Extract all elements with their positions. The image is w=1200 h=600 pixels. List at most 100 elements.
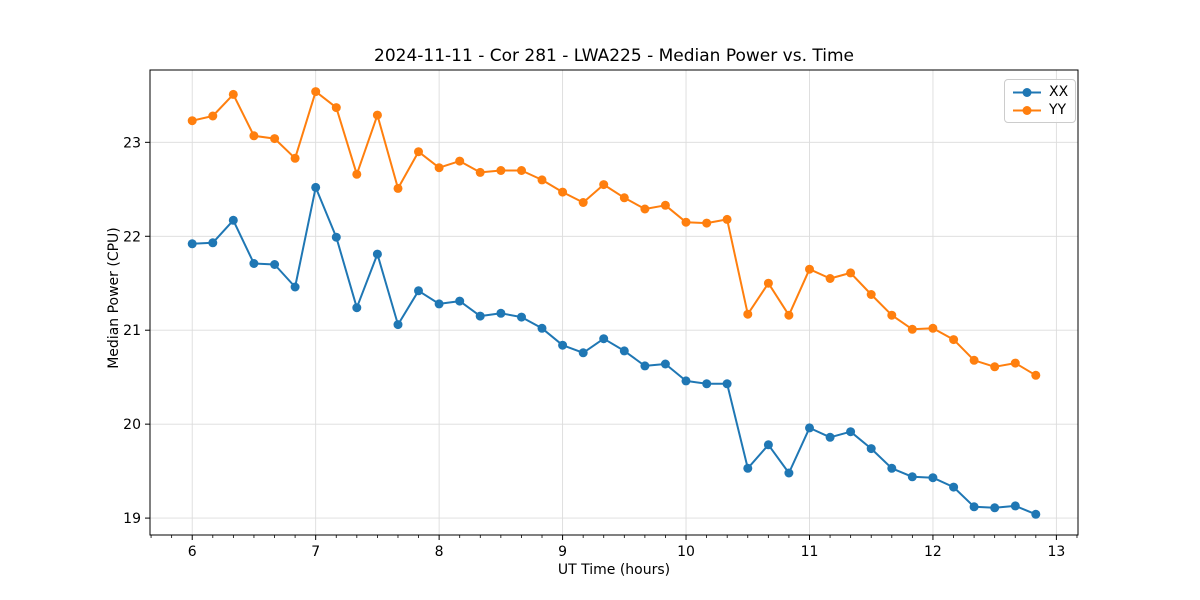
data-point-yy — [702, 218, 712, 228]
data-point-yy — [990, 362, 1000, 372]
data-point-yy — [681, 217, 691, 227]
data-point-xx — [270, 260, 280, 269]
data-point-xx — [414, 286, 423, 296]
data-point-yy — [475, 167, 485, 177]
data-point-yy — [290, 153, 300, 163]
data-point-xx — [372, 249, 382, 259]
legend-marker-yy-icon — [1022, 105, 1032, 115]
data-point-yy — [352, 169, 362, 179]
data-point-xx — [496, 308, 506, 318]
x-tick-label: 13 — [1047, 544, 1065, 560]
y-tick-label: 19 — [123, 511, 141, 527]
data-point-yy — [496, 166, 506, 175]
x-tick-label: 8 — [435, 544, 444, 560]
data-point-xx — [290, 282, 300, 292]
data-point-xx — [928, 473, 938, 483]
legend-sample-yy — [1013, 105, 1041, 115]
x-tick-label: 11 — [801, 544, 819, 560]
y-axis-label: Median Power (CPU) — [106, 227, 122, 369]
data-point-yy — [311, 87, 321, 97]
data-point-yy — [187, 116, 197, 126]
data-point-yy — [208, 111, 218, 121]
legend-sample-xx — [1013, 87, 1041, 97]
legend: XX YY — [1004, 79, 1077, 123]
data-point-yy — [619, 193, 629, 203]
legend-marker-xx-icon — [1022, 87, 1032, 97]
series-line-yy — [191, 90, 1037, 377]
data-point-yy — [825, 274, 835, 283]
data-point-xx — [949, 482, 959, 492]
data-point-xx — [619, 346, 629, 356]
data-point-xx — [763, 440, 773, 450]
data-point-yy — [270, 134, 280, 144]
data-point-xx — [208, 238, 218, 248]
data-point-xx — [640, 361, 650, 371]
data-point-xx — [517, 312, 526, 322]
data-point-yy — [331, 103, 341, 113]
data-point-yy — [599, 180, 609, 190]
data-point-xx — [475, 311, 485, 321]
data-point-yy — [455, 156, 465, 166]
data-point-yy — [393, 183, 403, 193]
data-point-yy — [1031, 370, 1041, 380]
chart-title: 2024-11-11 - Cor 281 - LWA225 - Median P… — [374, 46, 854, 66]
data-point-yy — [249, 131, 259, 141]
data-point-yy — [228, 89, 238, 99]
data-point-xx — [537, 323, 547, 333]
data-point-xx — [866, 444, 876, 454]
data-point-xx — [681, 376, 691, 386]
data-point-yy — [537, 175, 547, 185]
data-point-xx — [558, 340, 568, 350]
data-point-xx — [887, 463, 897, 473]
data-point-xx — [599, 334, 609, 344]
data-point-xx — [1031, 509, 1041, 519]
data-point-xx — [249, 259, 259, 268]
y-tick-label: 22 — [123, 229, 141, 245]
y-tick-label: 23 — [123, 135, 141, 151]
data-point-xx — [1010, 501, 1020, 511]
data-point-yy — [517, 166, 526, 175]
legend-label-xx: XX — [1049, 84, 1069, 100]
x-tick-label: 12 — [924, 544, 942, 560]
data-point-yy — [866, 290, 876, 299]
data-point-yy — [722, 214, 732, 224]
legend-label-yy: YY — [1049, 102, 1067, 118]
data-point-xx — [455, 296, 465, 306]
x-tick-label: 9 — [558, 544, 567, 560]
data-point-xx — [846, 427, 856, 437]
data-point-xx — [825, 432, 835, 442]
data-point-xx — [434, 299, 444, 309]
data-point-yy — [887, 310, 897, 320]
data-point-xx — [393, 320, 403, 330]
data-point-yy — [434, 163, 444, 173]
data-point-xx — [352, 303, 362, 313]
data-point-xx — [805, 423, 814, 433]
data-point-xx — [743, 463, 753, 473]
data-point-yy — [660, 200, 670, 210]
data-point-yy — [558, 187, 568, 197]
x-axis-label: UT Time (hours) — [557, 562, 671, 578]
data-point-xx — [331, 232, 341, 242]
data-point-yy — [907, 324, 917, 334]
data-point-yy — [640, 204, 650, 214]
data-point-xx — [907, 472, 917, 482]
data-point-xx — [722, 379, 732, 389]
data-point-xx — [990, 503, 1000, 513]
plot-border — [149, 69, 1079, 536]
data-point-xx — [702, 379, 712, 389]
data-point-yy — [969, 355, 979, 365]
data-point-yy — [928, 323, 938, 333]
data-point-xx — [311, 182, 321, 192]
data-point-yy — [784, 310, 794, 320]
data-point-yy — [1010, 358, 1020, 368]
data-point-yy — [578, 198, 588, 207]
data-point-xx — [969, 502, 979, 512]
data-point-xx — [187, 239, 197, 249]
data-point-yy — [743, 309, 753, 319]
x-tick-label: 6 — [188, 544, 197, 560]
legend-item-xx: XX — [1012, 83, 1068, 101]
data-point-yy — [763, 278, 773, 288]
y-tick-label: 20 — [123, 417, 141, 433]
data-point-yy — [414, 147, 423, 157]
